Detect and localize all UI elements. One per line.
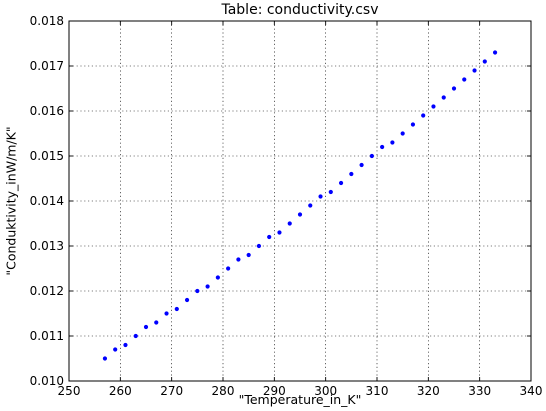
- data-point: [113, 347, 117, 351]
- data-point: [462, 77, 466, 81]
- x-tick-label: 330: [468, 384, 491, 398]
- y-tick-label: 0.010: [30, 374, 64, 388]
- data-point: [329, 190, 333, 194]
- x-tick-label: 320: [417, 384, 440, 398]
- data-point: [226, 266, 230, 270]
- y-tick-label: 0.016: [30, 104, 64, 118]
- y-tick-label: 0.014: [30, 194, 64, 208]
- y-tick-label: 0.015: [30, 149, 64, 163]
- x-tick-label: 280: [212, 384, 235, 398]
- data-point: [472, 68, 476, 72]
- y-tick-label: 0.012: [30, 284, 64, 298]
- data-point: [370, 154, 374, 158]
- data-point: [267, 235, 271, 239]
- x-axis-label: "Temperature_in_K": [239, 392, 362, 407]
- data-point: [339, 181, 343, 185]
- data-point: [349, 172, 353, 176]
- data-point: [288, 221, 292, 225]
- data-point: [390, 140, 394, 144]
- grid: [69, 21, 531, 381]
- y-tick-label: 0.013: [30, 239, 64, 253]
- data-point: [431, 104, 435, 108]
- data-point: [164, 311, 168, 315]
- data-point: [452, 86, 456, 90]
- data-point: [360, 163, 364, 167]
- data-point: [442, 95, 446, 99]
- data-point: [247, 253, 251, 257]
- data-point: [236, 257, 240, 261]
- x-tick-label: 270: [160, 384, 183, 398]
- data-point: [298, 212, 302, 216]
- chart-title: Table: conductivity.csv: [220, 2, 378, 18]
- data-point: [277, 230, 281, 234]
- data-point: [154, 320, 158, 324]
- data-point: [185, 298, 189, 302]
- data-point: [411, 122, 415, 126]
- y-tick-labels: 0.010 0.011 0.012 0.013 0.014 0.015 0.016 0.017…: [30, 14, 64, 388]
- data-point: [380, 145, 384, 149]
- y-tick-label: 0.017: [30, 59, 64, 73]
- y-tick-label: 0.018: [30, 14, 64, 28]
- data-points: [103, 50, 497, 360]
- data-point: [257, 244, 261, 248]
- data-point: [318, 194, 322, 198]
- data-point: [206, 284, 210, 288]
- data-point: [401, 131, 405, 135]
- x-tick-label: 310: [366, 384, 389, 398]
- data-point: [216, 275, 220, 279]
- data-point: [195, 289, 199, 293]
- data-point: [175, 307, 179, 311]
- y-axis-label: "Conduktivity_inW/m/K": [4, 126, 19, 275]
- data-point: [144, 325, 148, 329]
- data-point: [493, 50, 497, 54]
- data-point: [483, 59, 487, 63]
- x-tick-label: 340: [520, 384, 543, 398]
- data-point: [123, 343, 127, 347]
- y-tick-label: 0.011: [30, 329, 64, 343]
- x-tick-label: 260: [109, 384, 132, 398]
- data-point: [421, 113, 425, 117]
- data-point: [103, 356, 107, 360]
- data-point: [308, 203, 312, 207]
- data-point: [134, 334, 138, 338]
